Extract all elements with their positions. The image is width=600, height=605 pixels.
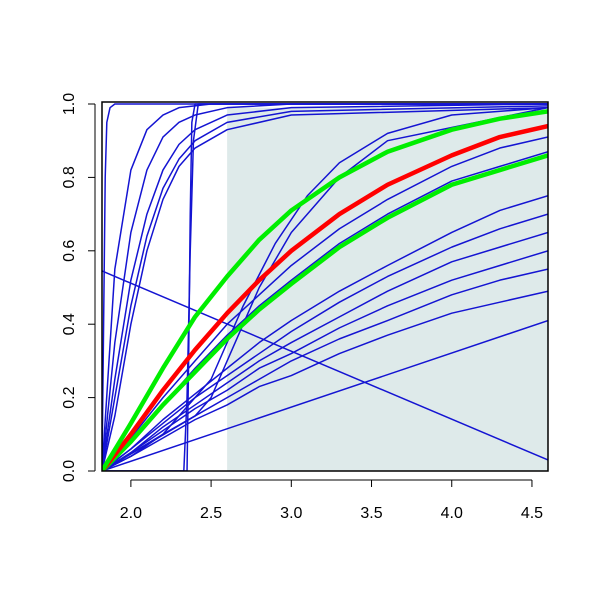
y-tick-label: 0.4: [61, 313, 78, 335]
y-tick-label: 0.8: [61, 166, 78, 188]
series-line: [102, 123, 548, 471]
series-line: [102, 106, 548, 471]
series-line: [102, 103, 548, 471]
x-tick-label: 4.5: [521, 505, 543, 522]
series-line: [102, 195, 548, 471]
x-tick-label: 2.5: [200, 505, 222, 522]
x-tick-label: 2.0: [120, 505, 142, 522]
x-tick-label: 3.0: [280, 505, 302, 522]
series-line: [102, 103, 548, 471]
series-line: [102, 231, 548, 471]
series-line: [102, 103, 548, 471]
y-tick-label: 0.6: [61, 240, 78, 262]
series-line: [102, 153, 548, 471]
plot-frame: [101, 101, 549, 472]
y-tick-label: 0.2: [61, 386, 78, 408]
series-line: [102, 106, 548, 471]
series-line: [102, 319, 548, 471]
series-line: [102, 250, 548, 471]
series-line: [102, 213, 548, 471]
series-line: [102, 270, 548, 461]
x-tick-label: 3.5: [360, 505, 382, 522]
y-tick-label: 1.0: [61, 93, 78, 115]
shaded-region: [227, 107, 548, 471]
series-line: [102, 136, 548, 471]
series-line: [102, 290, 548, 471]
series-line: [102, 268, 548, 471]
series-line: [102, 105, 548, 471]
series-line: [102, 103, 548, 471]
series-line: [102, 106, 548, 471]
x-tick-label: 4.0: [441, 505, 463, 522]
series-line: [102, 103, 548, 471]
plot-area: [102, 103, 548, 471]
y-tick-label: 0.0: [61, 460, 78, 482]
series-line: [102, 109, 548, 471]
